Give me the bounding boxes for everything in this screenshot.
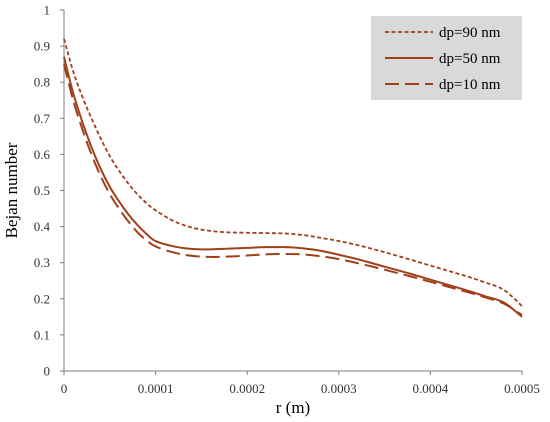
x-tick-label: 0.0003 (321, 381, 357, 396)
x-tick-label: 0.0001 (138, 381, 174, 396)
x-tick-label: 0.0005 (504, 381, 540, 396)
y-tick-label: 0.7 (34, 111, 51, 126)
x-tick-label: 0.0002 (229, 381, 265, 396)
x-axis-title: r (m) (276, 398, 310, 417)
legend-label: dp=50 nm (439, 51, 501, 67)
y-tick-label: 0.6 (34, 147, 51, 162)
y-axis-ticks: 0 0.1 0.2 0.3 0.4 0.5 0.6 0.7 0.8 0.9 1 (34, 3, 64, 379)
series-line-dp-90-nm (63, 38, 523, 307)
x-tick-label: 0.0004 (413, 381, 449, 396)
y-tick-label: 0.1 (34, 327, 50, 342)
legend-label: dp=10 nm (439, 77, 501, 93)
y-tick-label: 0.4 (34, 219, 51, 234)
series-line-dp-10-nm (63, 63, 523, 316)
y-tick-label: 0.5 (34, 183, 50, 198)
y-tick-label: 1 (44, 3, 51, 18)
series-line-dp-50-nm (63, 56, 523, 318)
series-lines (63, 38, 523, 318)
x-tick-label: 0 (61, 381, 68, 396)
legend: dp=90 nm dp=50 nm dp=10 nm (371, 16, 522, 100)
y-tick-label: 0.2 (34, 291, 50, 306)
y-axis-title: Bejan number (2, 142, 21, 238)
x-axis-ticks: 0 0.0001 0.0002 0.0003 0.0004 0.0005 (61, 371, 540, 396)
legend-label: dp=90 nm (439, 25, 501, 41)
y-tick-label: 0 (44, 364, 51, 379)
y-tick-label: 0.9 (34, 39, 50, 54)
y-tick-label: 0.3 (34, 255, 50, 270)
y-tick-label: 0.8 (34, 75, 50, 90)
